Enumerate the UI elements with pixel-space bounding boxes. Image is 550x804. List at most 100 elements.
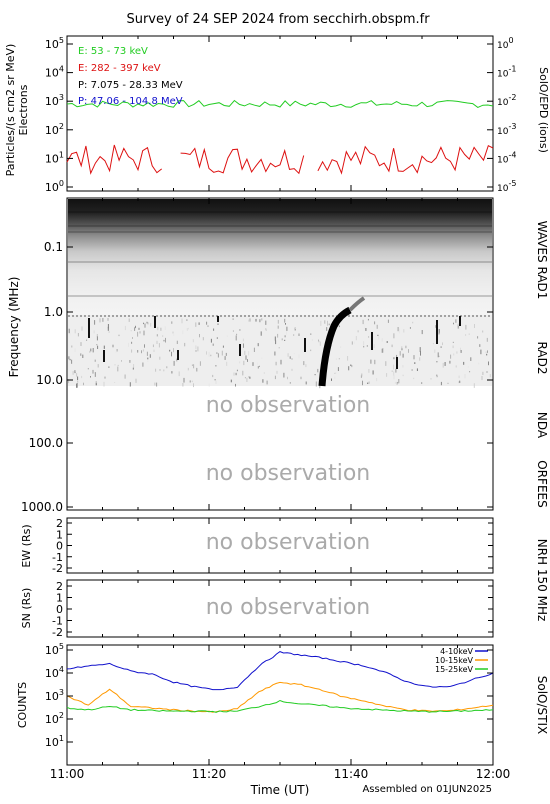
spectrum-speckle [351,365,353,368]
spectrum-speckle [334,376,336,379]
stix-y-tick-label: 105 [45,642,64,657]
spectrum-speckle [242,370,244,376]
spectrum-speckle [206,321,208,325]
spectrum-speckle [239,361,241,364]
spectrum-speckle [199,334,200,338]
epd-y2-tick-label: 100 [497,36,514,51]
stix-y-tick-label: 102 [45,711,64,726]
spectrum-speckle [260,331,262,336]
spectrum-speckle [394,381,396,384]
spectrum-speckle [104,376,106,379]
spectrum-speckle [146,321,148,324]
spectrum-speckle [107,326,109,331]
spectrum-speckle [465,324,467,330]
spectrum-speckle [186,319,188,321]
spectrum-speckle [103,345,105,349]
spectrum-speckle [477,336,479,339]
epd-y-tick-label: 103 [45,93,64,108]
spectrum-speckle [486,337,488,342]
spectrum-speckle [277,333,279,338]
spectrum-speckle [249,376,251,379]
spectrum-speckle [442,342,443,346]
spectrum-speckle [286,331,287,335]
spectrum-speckle [440,381,442,386]
spectrum-speckle [287,353,289,357]
spectrum-speckle [112,344,114,348]
spectrum-speckle [374,359,376,365]
spectrum-speckle [129,382,131,387]
spectrum-speckle [326,327,328,331]
spectrum-speckle [171,371,173,374]
spectrum-speckle [244,377,246,379]
spectrum-speckle [452,345,454,349]
spectrum-speckle [278,347,280,349]
spectrum-speckle [305,364,307,368]
stix-series [66,651,494,713]
spectrum-speckle [284,335,286,338]
spectrum-speckle [465,334,467,336]
spectrum-speckle [277,325,279,329]
spectrum-speckle [176,340,178,344]
spectrum-speckle [226,361,228,366]
spectrum-speckle [87,368,89,370]
spectrum-speckle [298,354,300,359]
no-observation-ew: no observation [206,530,371,555]
spectrum-speckle [187,367,189,371]
spectrum-speckle [453,353,455,356]
spectrum-speckle [146,351,148,356]
stix-y-tick-label: 101 [45,734,64,749]
spectrum-speckle [128,342,129,347]
spectrum-speckle [94,359,96,362]
spectrum-speckle [408,349,409,353]
spectrum-speckle [216,352,218,354]
spectrum-speckle [152,344,154,348]
spectrum-speckle [397,327,399,332]
stix-line-0 [66,651,494,691]
spectrum-speckle [248,319,250,322]
spectrum-speckle [481,376,483,381]
spectrum-speckle [482,330,484,333]
spectrum-speckle [246,377,248,382]
spectrum-speckle [252,362,254,366]
spectrum-speckle [253,347,255,352]
spectrum-speckle [261,357,263,360]
spectrum-speckle [192,339,194,343]
spectrum-speckle [261,318,263,321]
spectrum-speckle [99,318,101,323]
spectrum-speckle [373,344,375,349]
spectrum-speckle [291,368,293,371]
spectrum-speckle [173,360,175,366]
spectrum-speckle [76,373,78,377]
spectrum-speckle [450,354,452,359]
stix-ylabel: COUNTS [16,682,29,728]
spectrum-speckle [130,330,132,332]
spectrum-speckle [216,337,218,339]
time-tick-label: 11:00 [50,767,85,781]
stix-line-2 [66,699,494,713]
sn-y-tick-label: 0 [56,603,63,616]
spectrum-speckle [372,370,374,375]
epd-y-tick-label: 102 [45,122,64,137]
spectrum-speckle [452,341,454,343]
spectrum-speckle [259,319,261,323]
spectrum-speckle [135,325,136,329]
spectrum-speckle [387,319,389,323]
spectrum-speckle [402,365,404,368]
spectrum-speckle [124,374,126,379]
spectrum-speckle [257,343,259,347]
spectrum-speckle [184,342,186,347]
spectrum-speckle [144,344,145,348]
spectrum-speckle [340,346,342,348]
spectrum-speckle [398,379,400,384]
spectrum-speckle [363,345,365,348]
spectrum-speckle [131,341,133,344]
spectrum-speckle [80,353,82,356]
spectrum-speckle [391,344,393,348]
spectrum-speckle [117,366,119,372]
spectrum-speckle [141,350,142,354]
spectrum-speckle [402,374,404,377]
spectrum-speckle [103,381,105,387]
spectrum-speckle [195,322,197,327]
spectrum-speckle [214,379,216,381]
spectrum-speckle [86,339,88,341]
